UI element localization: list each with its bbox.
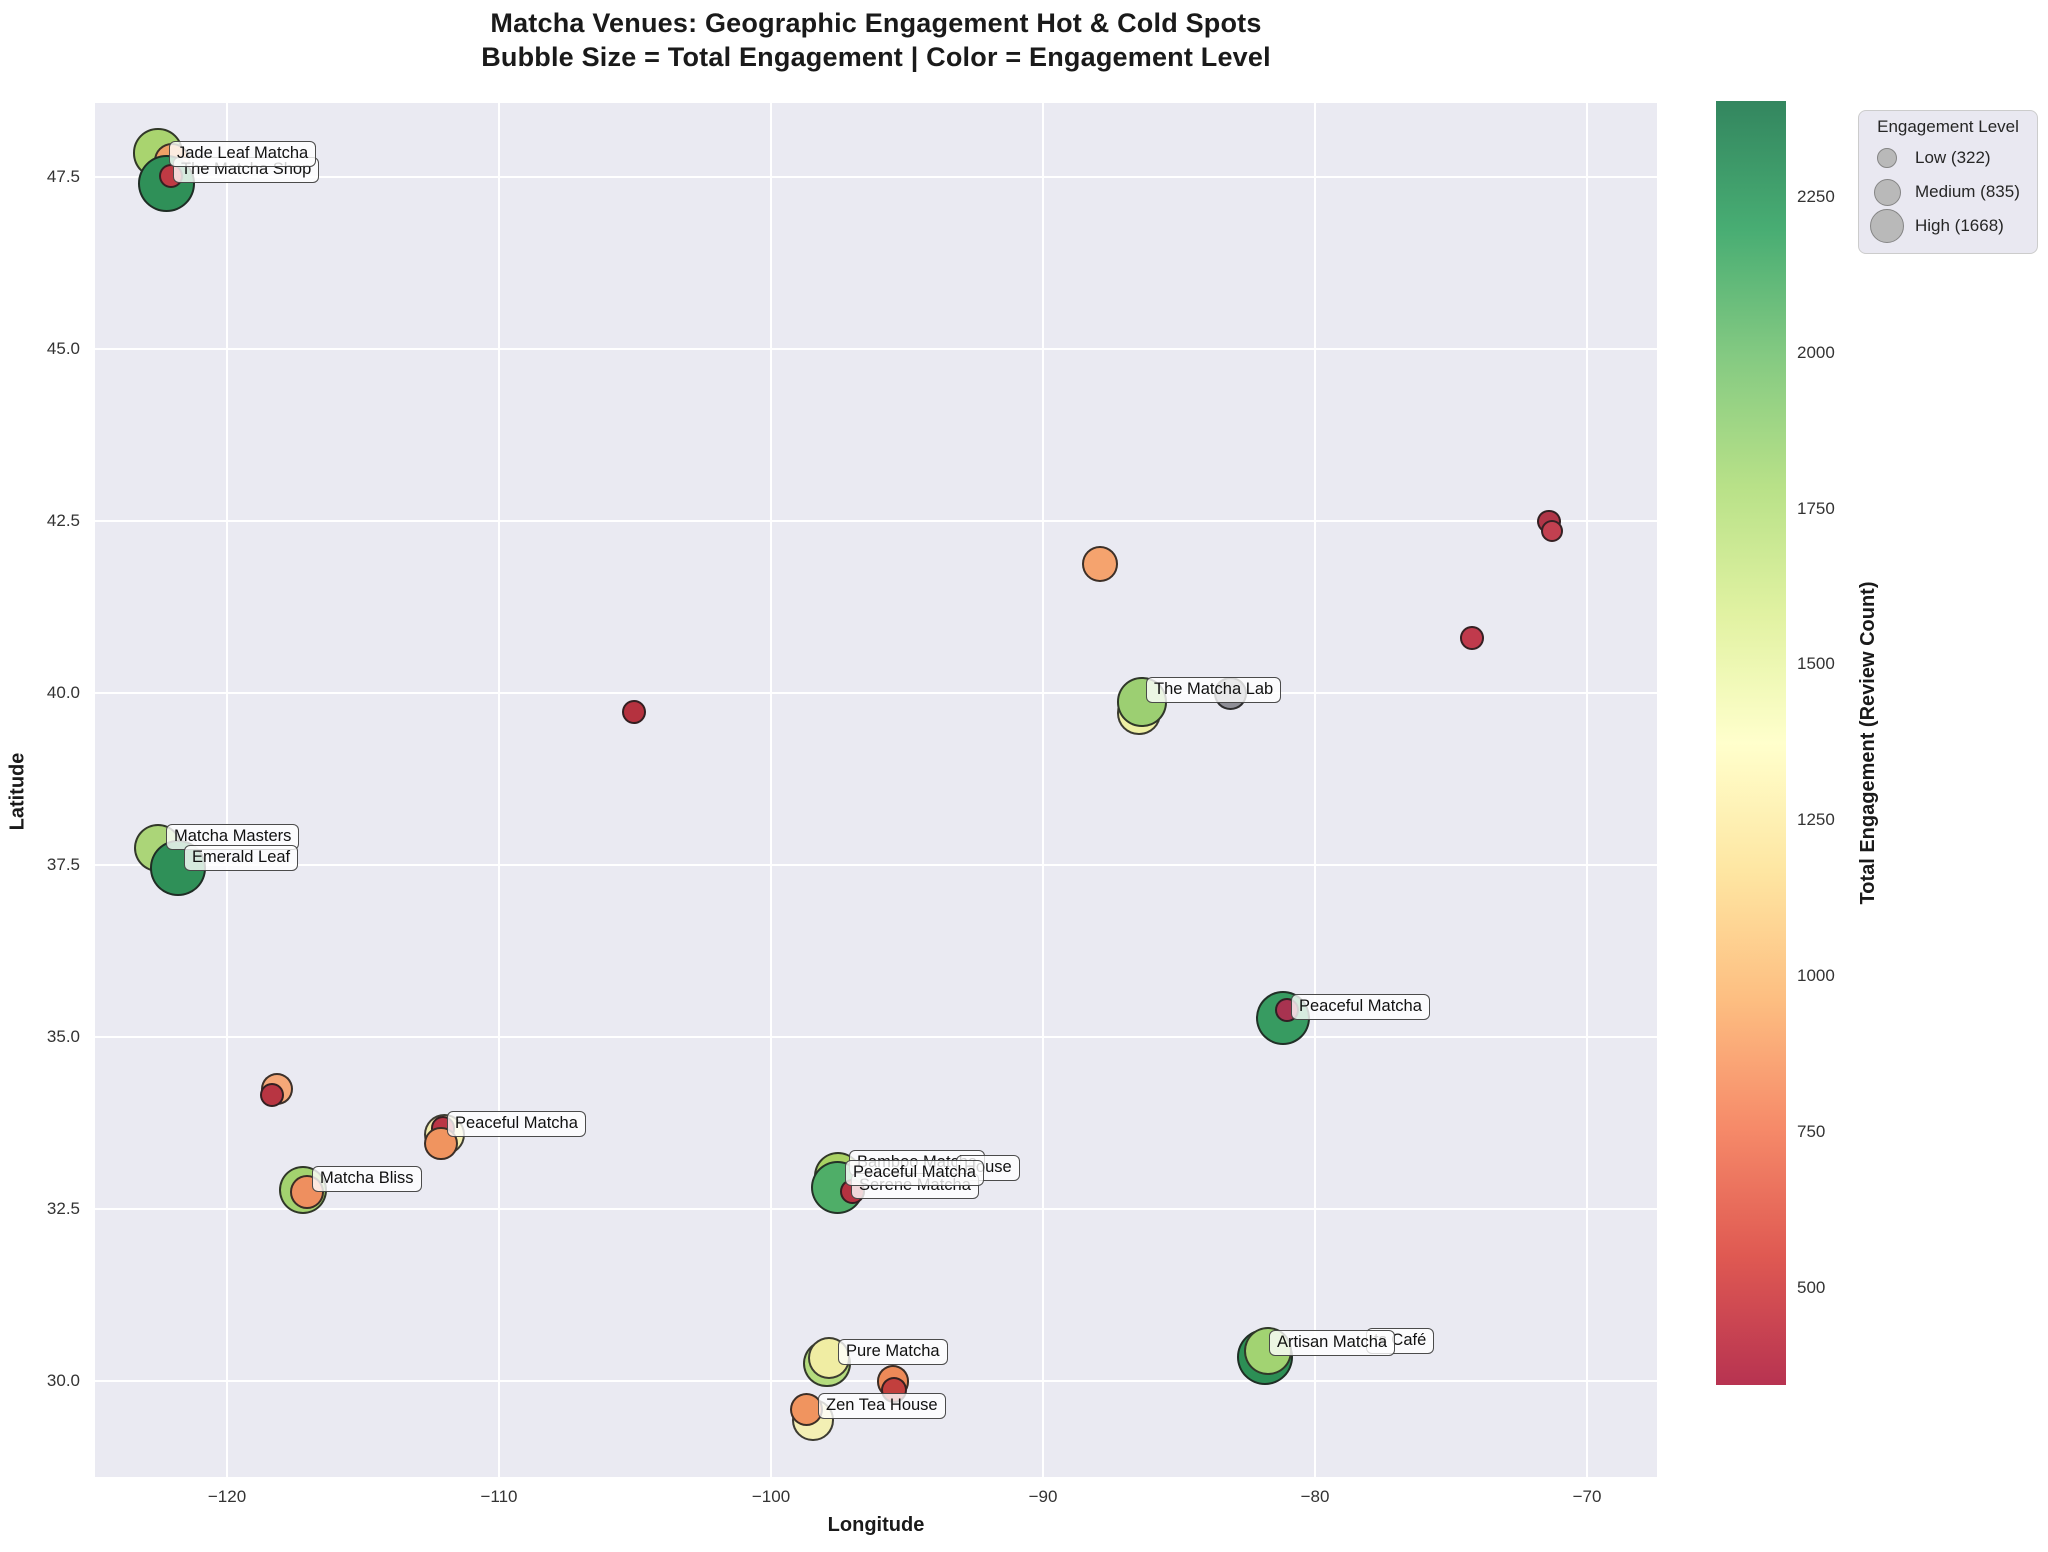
legend-bubble-high-icon (1870, 209, 1904, 243)
y-tick-label: 45.0 (46, 339, 80, 358)
gridline-vertical (770, 103, 772, 1477)
legend-row-low: Low (322) (1867, 141, 2029, 175)
colorbar-tick-label: 1250 (1797, 810, 1835, 830)
y-tick-label: 35.0 (46, 1027, 80, 1046)
y-tick-label: 42.5 (46, 511, 80, 530)
venue-annotation: Peaceful Matcha (845, 1160, 984, 1186)
gridline-horizontal (95, 1036, 1657, 1038)
gridline-horizontal (95, 348, 1657, 350)
colorbar-tick-label: 1500 (1797, 654, 1835, 674)
colorbar-label-wrap: Total Engagement (Review Count) (1840, 533, 1896, 953)
venue-annotation: Jade Leaf Matcha (169, 141, 317, 167)
gridline-horizontal (95, 1208, 1657, 1210)
colorbar-label: Total Engagement (Review Count) (1857, 581, 1879, 905)
colorbar-tick-label: 2250 (1797, 186, 1835, 206)
legend-label-medium: Medium (835) (1915, 182, 2020, 201)
venue-annotation: Pure Matcha (838, 1339, 948, 1365)
x-tick-label: −90 (1028, 1487, 1058, 1506)
venue-annotation: Matcha Bliss (312, 1166, 422, 1192)
legend: Engagement Level Low (322) Medium (835) … (1858, 110, 2038, 254)
y-tick-label: 32.5 (46, 1199, 80, 1218)
colorbar-tick-label: 1750 (1797, 498, 1835, 518)
venue-bubble (259, 1082, 285, 1107)
x-axis-label: Longitude (827, 1514, 925, 1536)
gridline-horizontal (95, 176, 1657, 178)
x-tick-label: −110 (480, 1487, 518, 1506)
legend-row-medium: Medium (835) (1867, 175, 2029, 209)
y-tick-label: 40.0 (46, 683, 80, 702)
legend-label-high: High (1668) (1915, 216, 2004, 235)
venue-annotation: Matcha Masters (166, 824, 300, 850)
y-axis-label: Latitude (6, 752, 29, 831)
venue-annotation: Peaceful Matcha (1291, 994, 1430, 1020)
x-tick-label: −70 (1572, 1487, 1602, 1506)
venue-bubble (1082, 545, 1118, 582)
gridline-horizontal (95, 692, 1657, 694)
venue-annotation: Artisan Matcha (1269, 1330, 1396, 1356)
venue-bubble (1540, 520, 1563, 543)
colorbar-tick-label: 500 (1797, 1277, 1826, 1297)
colorbar-tick-label: 750 (1797, 1121, 1826, 1141)
gridline-vertical (1314, 103, 1316, 1477)
chart-title-line1: Matcha Venues: Geographic Engagement Hot… (490, 8, 1262, 38)
colorbar-tick-label: 1000 (1797, 966, 1835, 986)
y-tick-label: 47.5 (46, 167, 80, 186)
colorbar (1716, 101, 1786, 1385)
plot-area: The Matcha Shop Jade Leaf Matcha Matcha Ma… (95, 103, 1657, 1477)
y-tick-label: 30.0 (46, 1371, 80, 1390)
gridline-vertical (1042, 103, 1044, 1477)
venue-annotation: Peaceful Matcha (447, 1111, 586, 1137)
gridline-vertical (1586, 103, 1588, 1477)
venue-annotation: Emerald Leaf (184, 845, 299, 871)
colorbar-tick-label: 2000 (1797, 342, 1835, 362)
legend-bubble-medium-icon (1873, 178, 1901, 206)
chart-title-line2: Bubble Size = Total Engagement | Color =… (481, 42, 1271, 72)
gridline-vertical (498, 103, 500, 1477)
gridline-vertical (226, 103, 228, 1477)
gridline-horizontal (95, 864, 1657, 866)
legend-label-low: Low (322) (1915, 148, 1991, 167)
legend-row-high: High (1668) (1867, 209, 2029, 243)
gridline-horizontal (95, 1380, 1657, 1382)
venue-annotation: The Matcha Lab (1146, 677, 1282, 703)
legend-title: Engagement Level (1877, 117, 2019, 136)
venue-bubble (621, 700, 646, 725)
venue-annotation: Zen Tea House (818, 1393, 946, 1419)
gridline-horizontal (95, 520, 1657, 522)
y-tick-label: 37.5 (46, 855, 80, 874)
x-tick-label: −120 (207, 1487, 247, 1506)
venue-bubble (1460, 626, 1484, 650)
x-tick-label: −80 (1300, 1487, 1330, 1506)
legend-bubble-low-icon (1877, 148, 1897, 168)
x-tick-label: −100 (751, 1487, 791, 1506)
